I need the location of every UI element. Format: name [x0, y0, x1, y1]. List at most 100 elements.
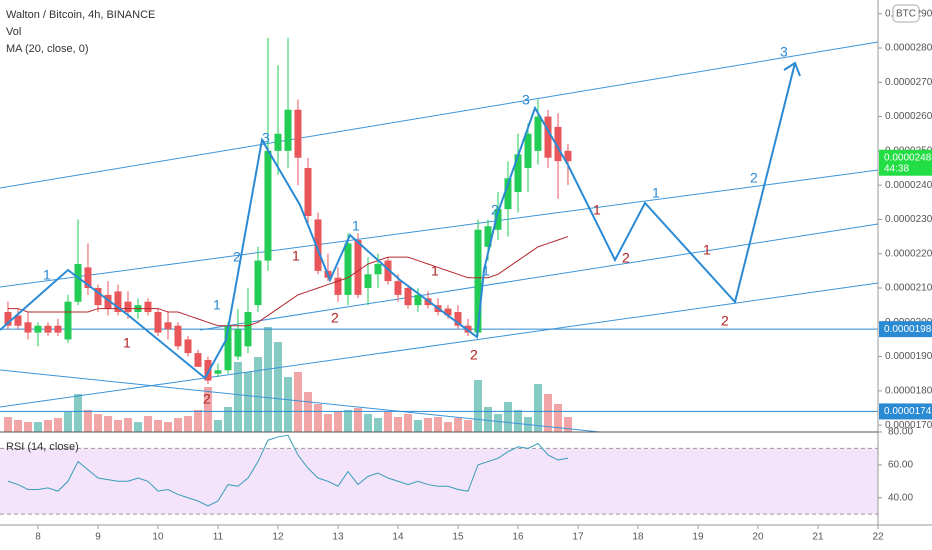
- wave-label: 1: [703, 242, 711, 258]
- candle-body: [164, 322, 172, 330]
- x-tick-label: 12: [272, 532, 284, 543]
- x-tick-label: 17: [572, 532, 584, 543]
- channel-line: [199, 223, 879, 331]
- wave-label: 2: [233, 249, 241, 265]
- volume-bar: [164, 422, 173, 432]
- volume-bar: [374, 418, 383, 432]
- volume-bar: [203, 387, 212, 432]
- candle-body: [84, 267, 92, 288]
- currency-badge-text[interactable]: BTC: [896, 9, 916, 20]
- candle-body: [394, 281, 402, 295]
- volume-bar: [23, 422, 32, 432]
- x-tick-label: 21: [812, 532, 824, 543]
- candle-body: [124, 301, 132, 312]
- candle-body: [314, 219, 322, 271]
- wave-label: 2: [721, 313, 729, 329]
- y-tick-label: 0.0000220: [885, 248, 932, 259]
- x-tick-label: 22: [872, 532, 884, 543]
- volume-bar: [254, 357, 263, 432]
- candle-body: [504, 178, 512, 210]
- candle-body: [224, 325, 232, 371]
- volume-bar: [323, 414, 332, 432]
- candle-body: [104, 294, 112, 309]
- rsi-panel: [0, 434, 878, 515]
- candle-body: [194, 353, 202, 367]
- volume-bar: [233, 362, 242, 432]
- volume-bar: [434, 417, 443, 432]
- volume-bar: [393, 417, 402, 432]
- rsi-tick-label: 60.00: [888, 459, 913, 470]
- candle-body: [114, 291, 122, 312]
- axis-background: [878, 0, 932, 550]
- volume-bar: [344, 410, 353, 432]
- volume-bar: [213, 420, 222, 432]
- y-tick-label: 0.0000240: [885, 180, 932, 191]
- candle-body: [184, 339, 192, 354]
- y-tick-label: 0.0000190: [885, 351, 932, 362]
- volume-bar: [74, 394, 83, 432]
- volume-bar: [363, 414, 372, 432]
- wave-label: 1: [352, 218, 360, 234]
- candle-body: [564, 150, 572, 162]
- candle-body: [264, 150, 272, 261]
- volume-bar: [314, 404, 323, 432]
- candle-body: [44, 325, 52, 333]
- candle-body: [214, 370, 222, 374]
- wave-label: 3: [780, 44, 788, 60]
- x-tick-label: 11: [213, 532, 224, 543]
- volume-layer: [3, 327, 572, 432]
- candle-body: [234, 329, 242, 357]
- volume-bar: [153, 420, 162, 432]
- currency-badge[interactable]: [892, 4, 920, 23]
- volume-bar: [273, 342, 282, 432]
- wave-label: 2: [622, 250, 630, 266]
- trend-lines: [0, 41, 879, 433]
- volume-bar: [263, 327, 272, 432]
- candle-body: [384, 260, 392, 282]
- volume-bar: [293, 372, 302, 432]
- volume-bar: [63, 412, 72, 432]
- volume-bar: [513, 410, 522, 432]
- wave-path: [0, 61, 801, 380]
- arrow-head: [783, 61, 801, 77]
- wave-label: 1: [482, 263, 490, 279]
- wave-label: 2: [203, 391, 211, 407]
- axes: 80.00 60.00 40.00 0.0000170 0.0000180 0.00001…: [35, 8, 932, 543]
- candle-body: [24, 322, 32, 333]
- current-price: 0.0000248: [884, 152, 932, 163]
- volume-bar: [453, 418, 462, 432]
- candle-body: [174, 325, 182, 347]
- candle-body: [364, 274, 372, 288]
- x-tick-label: 14: [392, 532, 404, 543]
- y-tick-label: 0.0000210: [885, 283, 932, 294]
- wave-label: 2: [331, 310, 339, 326]
- volume-bar: [104, 416, 113, 432]
- candle-body: [474, 229, 482, 333]
- wave-label: 1: [431, 263, 439, 279]
- price-label: 0.0000174: [884, 406, 932, 417]
- volume-bar: [83, 410, 92, 432]
- candle-body: [14, 315, 22, 326]
- ma-line: [7, 236, 569, 327]
- wave-label: 2: [750, 170, 758, 186]
- candle-body: [334, 277, 342, 295]
- y-tick-label: 0.0000230: [885, 214, 932, 225]
- candle-body: [414, 294, 422, 306]
- wave-label: 1: [123, 335, 131, 351]
- candle-body: [274, 133, 282, 151]
- countdown: 44:38: [884, 163, 909, 174]
- volume-bar: [93, 414, 102, 432]
- candle-body: [4, 312, 12, 326]
- volume-bar: [533, 384, 542, 432]
- wave-label: 3: [262, 130, 270, 146]
- volume-bar: [173, 418, 182, 432]
- candle-body: [544, 116, 552, 158]
- volume-bar: [14, 420, 23, 432]
- price-label-box: [879, 403, 932, 420]
- candle-body: [284, 109, 292, 151]
- candle-body: [304, 168, 312, 216]
- volume-bar: [243, 372, 252, 432]
- x-tick-label: 16: [512, 532, 524, 543]
- volume-bar: [423, 418, 432, 432]
